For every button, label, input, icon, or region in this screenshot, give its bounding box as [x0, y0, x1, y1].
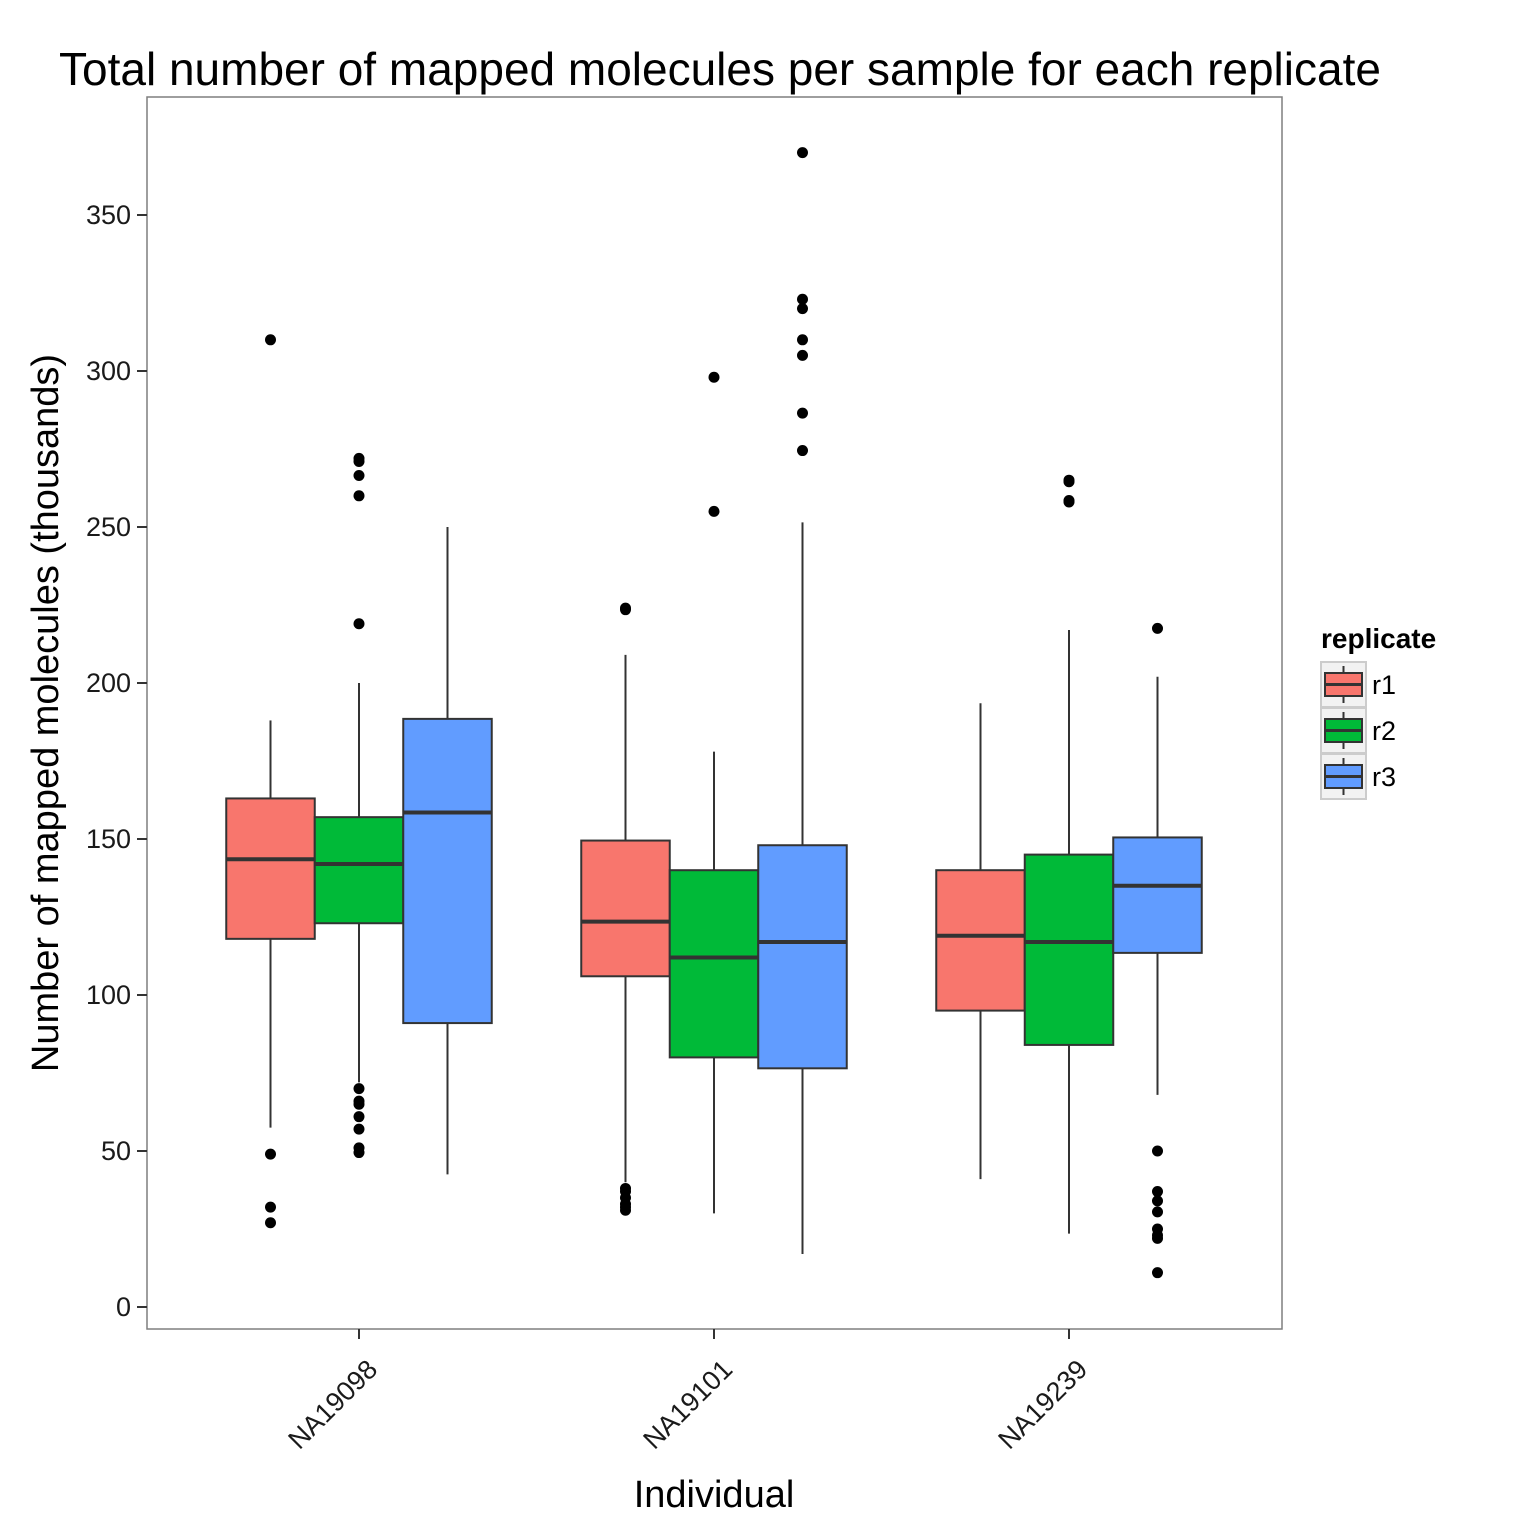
outlier-point: [797, 349, 808, 361]
outlier-point: [353, 1123, 365, 1135]
chart-title: Total number of mapped molecules per sam…: [59, 43, 1381, 95]
y-tick-label: 300: [86, 356, 131, 386]
legend-label-r1: r1: [1372, 670, 1396, 700]
y-tick-label: 200: [86, 668, 131, 698]
box-r3-NA19101: [757, 147, 848, 1254]
outlier-point: [797, 445, 808, 457]
x-axis-title: Individual: [634, 1474, 795, 1516]
legend-title: replicate: [1321, 623, 1436, 654]
outlier-point: [1152, 1186, 1163, 1198]
boxes-layer: [225, 147, 1203, 1279]
outlier-point: [620, 604, 631, 616]
outlier-point: [353, 490, 365, 502]
outlier-point: [1152, 1232, 1163, 1244]
box-r3-NA19239: [1112, 622, 1203, 1279]
outlier-point: [353, 1111, 365, 1123]
outlier-point: [353, 1098, 365, 1110]
iqr-box: [757, 844, 848, 1070]
iqr-box: [668, 869, 760, 1059]
y-tick-label: 250: [86, 512, 131, 542]
outlier-point: [797, 334, 808, 346]
outlier-point: [1152, 1195, 1163, 1207]
box-r1-NA19101: [580, 602, 671, 1216]
x-tick-label: NA19239: [992, 1354, 1093, 1455]
iqr-box: [225, 797, 316, 940]
outlier-point: [265, 1217, 276, 1229]
iqr-box: [402, 717, 493, 1025]
outlier-point: [797, 147, 808, 159]
outlier-point: [265, 1201, 276, 1213]
legend-label-r3: r3: [1372, 762, 1396, 792]
outlier-point: [1152, 1145, 1163, 1157]
outlier-point: [797, 303, 808, 315]
box-r2-NA19239: [1023, 474, 1115, 1234]
box-r1-NA19098: [225, 334, 316, 1229]
y-axis: 0 50 100 150 200 250 300 350: [86, 200, 147, 1322]
iqr-box: [313, 816, 405, 925]
outlier-point: [1152, 1267, 1163, 1279]
box-r3-NA19098: [402, 527, 493, 1175]
outlier-point: [620, 1204, 631, 1216]
outlier-point: [1152, 622, 1163, 634]
y-tick-label: 150: [86, 824, 131, 854]
outlier-point: [353, 618, 365, 630]
outlier-point: [1152, 1206, 1163, 1218]
x-tick-label: NA19101: [637, 1354, 738, 1455]
y-tick-label: 0: [116, 1292, 131, 1322]
iqr-box: [1112, 836, 1203, 954]
outlier-point: [353, 1083, 365, 1095]
outlier-point: [265, 1148, 276, 1160]
y-axis-title: Number of mapped molecules (thousands): [25, 354, 67, 1072]
legend-key-r1: [1320, 661, 1367, 708]
legend-key-r3: [1320, 753, 1367, 800]
outlier-point: [797, 407, 808, 419]
x-axis: NA19098 NA19101 NA19239: [282, 1329, 1093, 1455]
box-r2-NA19098: [313, 452, 405, 1159]
y-tick-label: 50: [101, 1136, 131, 1166]
iqr-box: [935, 869, 1026, 1012]
outlier-point: [1063, 496, 1075, 508]
outlier-point: [708, 505, 720, 517]
outlier-point: [1063, 476, 1075, 488]
legend-key-r2: [1320, 707, 1367, 754]
box-r2-NA19101: [668, 371, 760, 1214]
x-tick-label: NA19098: [282, 1354, 383, 1455]
iqr-box: [580, 839, 671, 978]
legend-label-r2: r2: [1372, 716, 1396, 746]
y-tick-label: 100: [86, 980, 131, 1010]
box-r1-NA19239: [935, 703, 1026, 1180]
legend: replicate r1 r2 r3: [1320, 623, 1436, 800]
outlier-point: [708, 371, 720, 383]
outlier-point: [353, 1147, 365, 1159]
y-tick-label: 350: [86, 200, 131, 230]
outlier-point: [353, 455, 365, 467]
iqr-box: [1023, 853, 1115, 1046]
outlier-point: [797, 293, 808, 305]
outlier-point: [353, 470, 365, 482]
outlier-point: [265, 334, 276, 346]
